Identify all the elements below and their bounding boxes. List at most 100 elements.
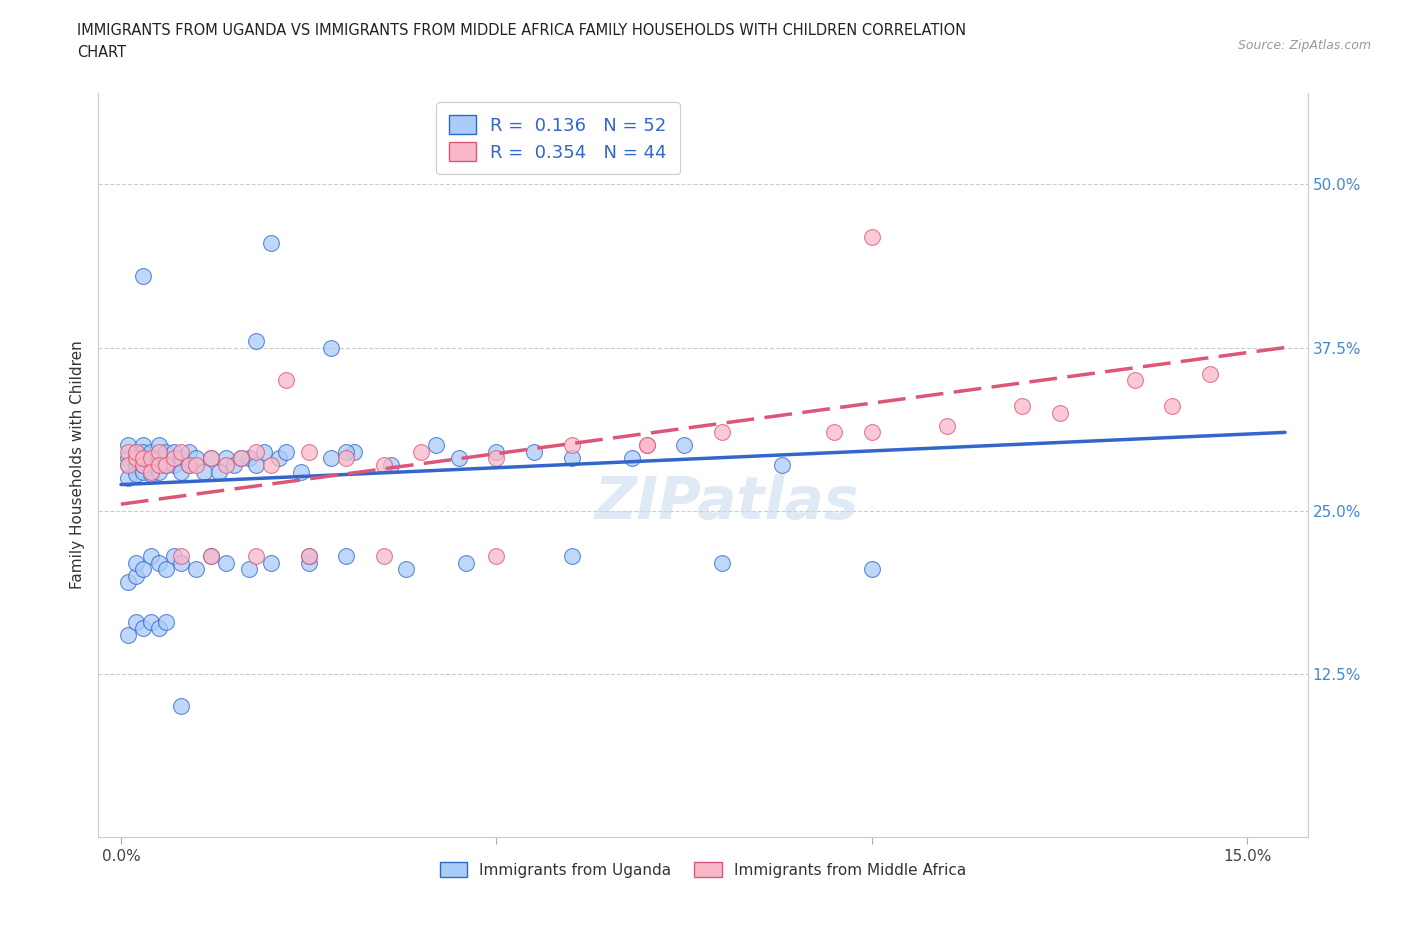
Point — [710, 555, 733, 570]
Point — [148, 451, 170, 466]
Point — [238, 451, 260, 466]
Point — [117, 627, 139, 642]
Point — [177, 445, 200, 459]
Point — [117, 575, 139, 590]
Point — [125, 614, 148, 629]
Point — [117, 445, 139, 459]
Point — [229, 451, 252, 466]
Point — [162, 549, 184, 564]
Point — [485, 451, 508, 466]
Point — [139, 464, 162, 479]
Point — [229, 451, 252, 466]
Point — [132, 438, 155, 453]
Point — [155, 614, 177, 629]
Point — [770, 458, 793, 472]
Point — [238, 562, 260, 577]
Point — [395, 562, 418, 577]
Point — [860, 425, 883, 440]
Point — [276, 445, 298, 459]
Point — [155, 458, 177, 472]
Point — [321, 451, 343, 466]
Point — [447, 451, 470, 466]
Point — [860, 229, 883, 244]
Point — [125, 467, 148, 482]
Legend: Immigrants from Uganda, Immigrants from Middle Africa: Immigrants from Uganda, Immigrants from … — [432, 854, 974, 885]
Point — [200, 549, 222, 564]
Point — [125, 451, 148, 466]
Point — [125, 555, 148, 570]
Point — [343, 445, 366, 459]
Point — [485, 549, 508, 564]
Point — [132, 451, 155, 466]
Point — [125, 445, 148, 459]
Point — [177, 458, 200, 472]
Point — [1199, 366, 1222, 381]
Point — [245, 334, 267, 349]
Text: Source: ZipAtlas.com: Source: ZipAtlas.com — [1237, 39, 1371, 52]
Point — [860, 562, 883, 577]
Point — [335, 549, 357, 564]
Point — [620, 451, 643, 466]
Point — [162, 451, 184, 466]
Point — [298, 555, 321, 570]
Point — [132, 458, 155, 472]
Point — [561, 451, 583, 466]
Point — [117, 451, 139, 466]
Point — [245, 445, 267, 459]
Point — [276, 373, 298, 388]
Point — [162, 458, 184, 472]
Point — [200, 549, 222, 564]
Point — [561, 549, 583, 564]
Point — [373, 549, 395, 564]
Point — [200, 451, 222, 466]
Point — [1123, 373, 1146, 388]
Point — [139, 451, 162, 466]
Point — [335, 451, 357, 466]
Text: IMMIGRANTS FROM UGANDA VS IMMIGRANTS FROM MIDDLE AFRICA FAMILY HOUSEHOLDS WITH C: IMMIGRANTS FROM UGANDA VS IMMIGRANTS FRO… — [77, 23, 966, 38]
Text: CHART: CHART — [77, 45, 127, 60]
Point — [117, 438, 139, 453]
Point — [117, 458, 139, 472]
Point — [170, 555, 193, 570]
Point — [117, 458, 139, 472]
Point — [170, 464, 193, 479]
Point — [222, 458, 245, 472]
Point — [125, 451, 148, 466]
Point — [636, 438, 658, 453]
Point — [170, 445, 193, 459]
Point — [155, 445, 177, 459]
Point — [139, 445, 162, 459]
Text: ZIPatlas: ZIPatlas — [595, 473, 859, 531]
Point — [335, 445, 357, 459]
Point — [636, 438, 658, 453]
Point — [155, 562, 177, 577]
Point — [184, 451, 207, 466]
Point — [1049, 405, 1071, 420]
Point — [125, 568, 148, 583]
Point — [132, 562, 155, 577]
Point — [1161, 399, 1184, 414]
Point — [184, 458, 207, 472]
Point — [298, 549, 321, 564]
Point — [162, 445, 184, 459]
Point — [184, 562, 207, 577]
Point — [132, 464, 155, 479]
Point — [298, 445, 321, 459]
Point — [132, 268, 155, 283]
Point — [673, 438, 696, 453]
Point — [132, 458, 155, 472]
Point — [139, 614, 162, 629]
Point — [139, 458, 162, 472]
Point — [936, 418, 959, 433]
Point — [373, 458, 395, 472]
Point — [1011, 399, 1033, 414]
Point — [485, 445, 508, 459]
Point — [170, 549, 193, 564]
Point — [561, 438, 583, 453]
Point — [148, 464, 170, 479]
Point — [298, 549, 321, 564]
Point — [267, 451, 290, 466]
Point — [170, 699, 193, 714]
Point — [148, 620, 170, 635]
Point — [425, 438, 447, 453]
